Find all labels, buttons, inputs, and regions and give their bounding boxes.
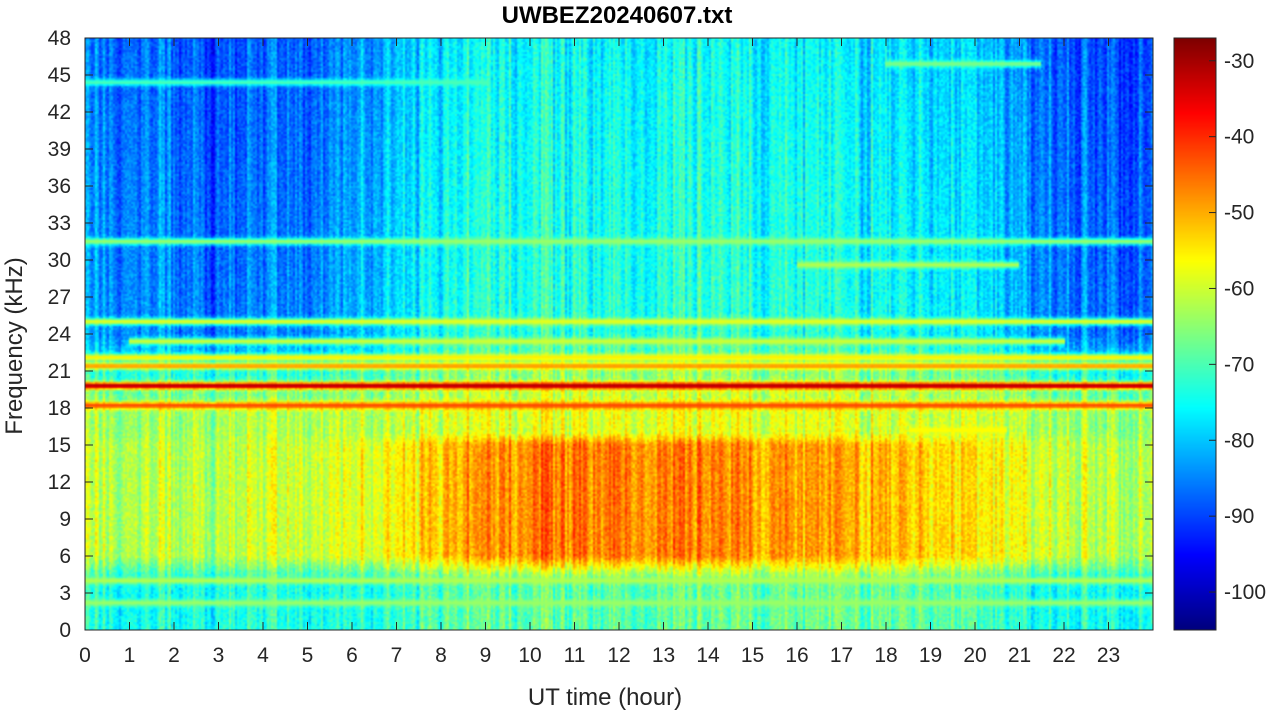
x-axis-label: UT time (hour) [528,684,682,711]
x-tick-label: 2 [168,644,180,667]
y-axis-label: Frequency (kHz) [1,257,28,434]
y-tick-label: 6 [59,545,71,568]
chart-title: UWBEZ20240607.txt [502,2,733,29]
x-tick-label: 9 [480,644,492,667]
y-tick-label: 12 [48,471,71,494]
colorbar-tick-label: -90 [1224,505,1254,528]
y-tick-label: 3 [59,582,71,605]
colorbar-tick-label: -80 [1224,429,1254,452]
x-tick-label: 3 [213,644,225,667]
y-tick-label: 15 [48,434,71,457]
x-tick-label: 8 [435,644,447,667]
colorbar-tick-label: -40 [1224,126,1254,149]
x-tick-label: 22 [1052,644,1075,667]
colorbar-ticks: -30 -40 -50 -60 -70 -80 -90 -100 [1209,50,1266,604]
x-tick-label: 14 [696,644,720,667]
colorbar-frame [1173,37,1217,631]
x-tick-label: 11 [564,644,586,667]
y-tick-label: 27 [48,286,71,309]
y-tick-label: 45 [48,64,71,87]
y-tick-label: 18 [48,397,71,420]
colorbar-tick-label: -30 [1224,50,1254,73]
x-tick-label: 5 [302,644,314,667]
y-tick-label: 33 [48,212,71,235]
colorbar-tick-label: -100 [1224,581,1266,604]
plot-area [84,37,1154,631]
x-tick-label: 13 [652,644,675,667]
colorbar-tick-label: -60 [1224,277,1254,300]
y-tick-label: 36 [48,175,71,198]
colorbar-tick-label: -70 [1224,353,1254,376]
x-tick-label: 17 [830,644,853,667]
x-axis: 0 1 2 3 4 5 6 7 8 9 10 11 12 13 14 15 16 17 18 19 20 21 22 23 [79,38,1120,667]
y-tick-label: 30 [48,249,71,272]
x-tick-label: 10 [518,644,541,667]
colorbar-tick-label: -50 [1224,202,1254,225]
spectrogram-heatmap [85,38,1153,630]
x-tick-label: 1 [124,644,136,667]
colorbar-gradient [1174,38,1216,630]
x-tick-label: 6 [346,644,358,667]
y-tick-label: 0 [59,619,71,642]
y-tick-label: 24 [48,323,72,346]
x-tick-label: 23 [1097,644,1120,667]
x-tick-label: 0 [79,644,91,667]
y-tick-label: 9 [59,508,71,531]
colorbar: -30 -40 -50 -60 -70 -80 -90 -100 [1173,37,1266,631]
y-tick-label: 21 [48,360,71,383]
x-tick-label: 16 [785,644,808,667]
y-tick-label: 48 [48,27,71,50]
x-tick-label: 18 [874,644,897,667]
x-tick-label: 4 [257,644,269,667]
x-tick-label: 20 [963,644,986,667]
x-tick-label: 7 [391,644,403,667]
y-tick-label: 42 [48,101,71,124]
x-tick-label: 12 [607,644,630,667]
x-tick-label: 15 [741,644,764,667]
x-tick-label: 21 [1008,644,1031,667]
x-tick-label: 19 [919,644,942,667]
y-tick-label: 39 [48,138,71,161]
